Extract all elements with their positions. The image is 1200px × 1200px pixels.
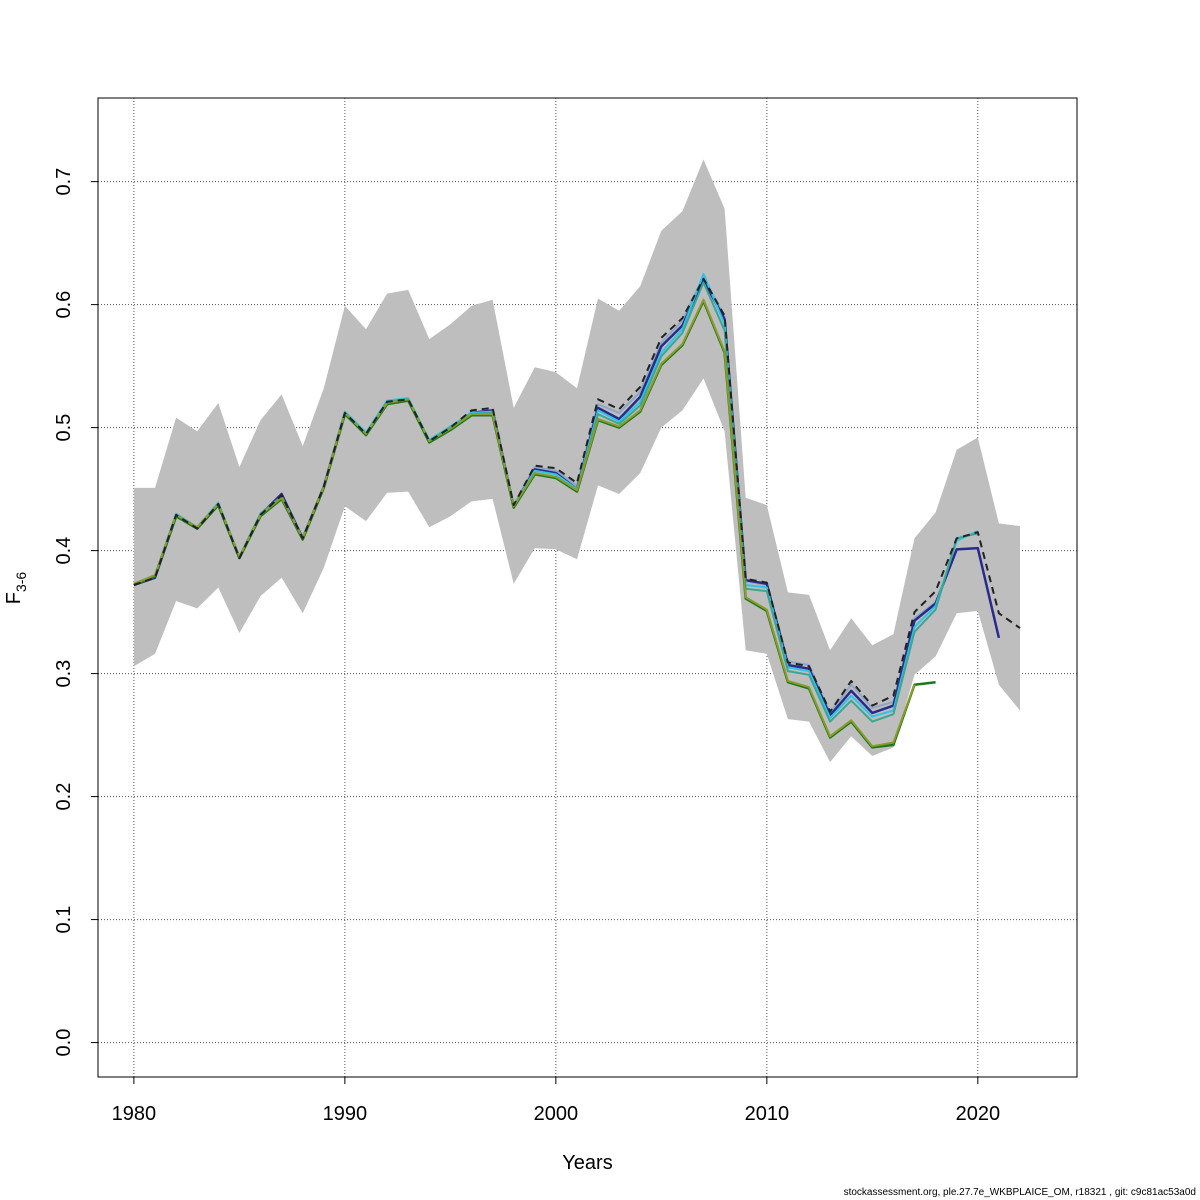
y-tick-label-0.4: 0.4 <box>53 537 75 565</box>
x-tick-label-2020: 2020 <box>956 1103 1001 1125</box>
series-line-estimate <box>133 277 1021 713</box>
axis-ticks: 1980 1990 2000 2010 2020 0.0 0.1 0.2 0.3 0.4 0.5 0.… <box>53 168 1000 1125</box>
x-axis-title: Years <box>562 1152 612 1174</box>
y-axis-title: F3-6 <box>3 572 29 605</box>
series-layer <box>133 272 1021 749</box>
x-tick-label-2010: 2010 <box>745 1103 790 1125</box>
y-axis-title-main: F <box>3 592 25 604</box>
y-axis-title-subscript: 3-6 <box>13 572 29 592</box>
x-tick-label-2000: 2000 <box>534 1103 579 1125</box>
y-tick-label-0.2: 0.2 <box>53 783 75 811</box>
y-tick-label-0.3: 0.3 <box>53 660 75 688</box>
source-footer: stockassessment.org, ple.27.7e_WKBPLAICE… <box>843 1187 1196 1198</box>
confidence-band <box>133 159 1020 763</box>
y-tick-label-0.1: 0.1 <box>53 906 75 934</box>
y-tick-label-0.7: 0.7 <box>53 168 75 196</box>
x-tick-label-1990: 1990 <box>323 1103 368 1125</box>
plot-frame <box>97 97 1078 1078</box>
confidence-band-layer <box>133 159 1020 763</box>
y-tick-label-0.5: 0.5 <box>53 414 75 442</box>
x-tick-label-1980: 1980 <box>112 1103 157 1125</box>
y-tick-label-0.6: 0.6 <box>53 291 75 319</box>
y-tick-label-0: 0.0 <box>53 1029 75 1057</box>
